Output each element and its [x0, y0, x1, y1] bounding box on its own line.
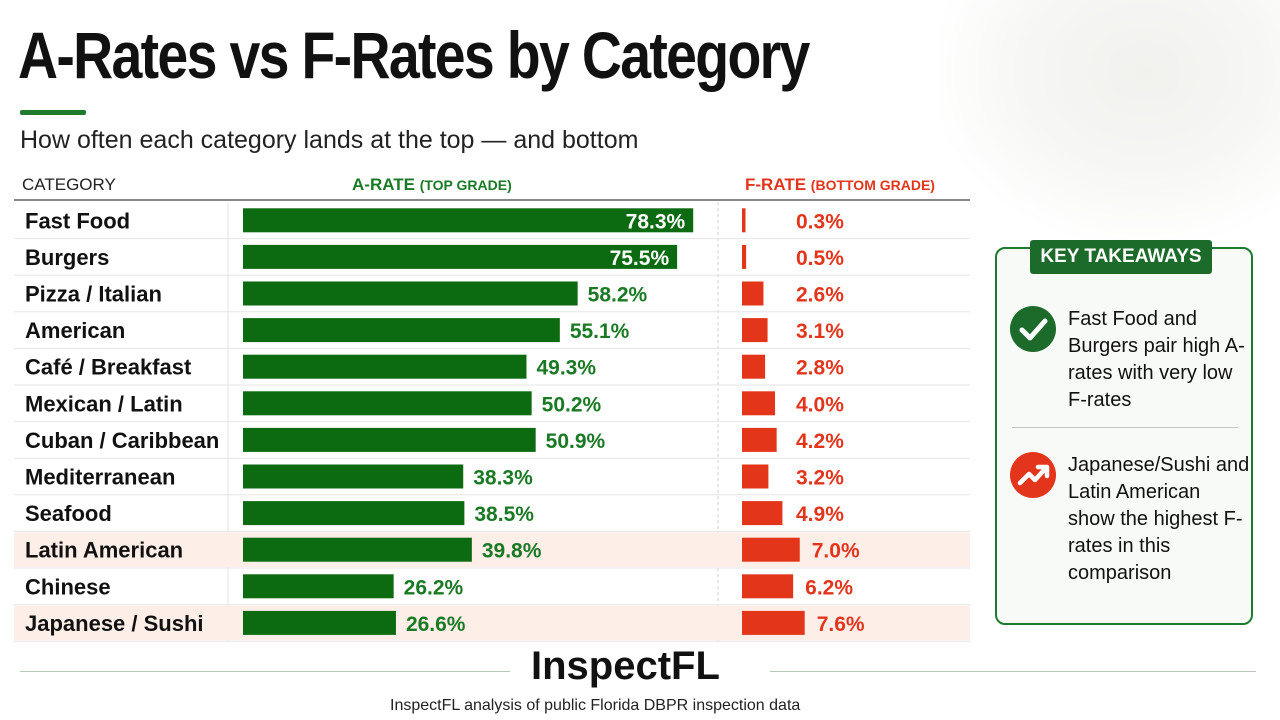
highlighted-row — [14, 605, 970, 641]
category-label: Mexican / Latin — [25, 391, 183, 416]
a-rate-bar — [243, 281, 578, 306]
title-accent-rule — [20, 110, 86, 115]
takeaway-text-1: Fast Food and Burgers pair high A-rates … — [1068, 308, 1245, 411]
column-header-a-rate: A-RATE (TOP GRADE) — [352, 174, 512, 196]
f-rate-value-label: 4.9% — [796, 503, 844, 526]
page-title: A-Rates vs F-Rates by Category — [18, 18, 810, 92]
f-rate-value-label: 6.2% — [805, 576, 853, 599]
f-rate-value-label: 7.0% — [812, 540, 860, 563]
f-rate-bar — [742, 208, 746, 233]
category-label: Latin American — [25, 538, 183, 563]
category-label: Fast Food — [25, 208, 130, 233]
a-rate-bar — [243, 354, 527, 379]
a-rate-value-label: 50.2% — [542, 393, 602, 416]
a-rate-value-label: 39.8% — [482, 540, 542, 563]
f-rate-header-note: (BOTTOM GRADE) — [810, 177, 935, 193]
f-rate-header-label: F-RATE — [745, 175, 807, 194]
a-rate-header-label: A-RATE — [352, 175, 415, 194]
f-rate-value-label: 0.5% — [796, 247, 844, 270]
a-rate-value-label: 55.1% — [570, 320, 630, 343]
footer-brand-logo: InspectFL — [531, 644, 720, 688]
f-rate-value-label: 2.6% — [796, 284, 844, 307]
category-label: Café / Breakfast — [25, 355, 192, 380]
f-rate-value-label: 4.0% — [796, 393, 844, 416]
a-rate-header-note: (TOP GRADE) — [419, 177, 512, 193]
takeaway-divider — [1012, 427, 1238, 428]
page-subtitle: How often each category lands at the top… — [20, 126, 639, 154]
f-rate-value-label: 4.2% — [796, 430, 844, 453]
a-rate-value-label: 58.2% — [588, 284, 648, 307]
f-rate-value-label: 2.8% — [796, 357, 844, 380]
f-rate-bar — [742, 318, 768, 343]
a-rate-bar — [243, 427, 536, 452]
a-rate-bar — [243, 244, 678, 269]
trend-up-icon — [1010, 452, 1056, 498]
f-rate-bar — [742, 610, 805, 635]
a-rate-bar — [243, 501, 465, 526]
f-rate-bar — [742, 244, 747, 269]
a-rate-value-label: 50.9% — [546, 430, 606, 453]
f-rate-value-label: 0.3% — [796, 210, 844, 233]
category-label: Burgers — [25, 245, 109, 270]
column-header-category: CATEGORY — [22, 175, 116, 194]
f-rate-bar — [742, 427, 777, 452]
a-rate-value-label: 49.3% — [536, 357, 596, 380]
f-rate-bar — [742, 391, 775, 416]
background-florida-map — [940, 0, 1280, 240]
a-rate-value-label: 38.5% — [474, 503, 534, 526]
checkmark-icon — [1010, 306, 1056, 352]
header-divider — [14, 199, 970, 201]
highlighted-row — [14, 532, 970, 567]
a-rate-value-label: 26.2% — [404, 576, 464, 599]
a-rate-bar — [243, 610, 396, 635]
f-rate-bar — [742, 354, 766, 379]
category-label: Mediterranean — [25, 465, 175, 490]
f-rate-value-label: 7.6% — [817, 613, 865, 636]
category-label: Seafood — [25, 501, 112, 526]
category-label: Japanese / Sushi — [25, 611, 204, 636]
category-label: Chinese — [25, 574, 111, 599]
f-rate-bar — [742, 464, 769, 489]
a-rate-value-label: 26.6% — [406, 613, 466, 636]
a-rate-bar — [243, 537, 472, 562]
a-rate-bar — [243, 208, 694, 233]
f-rate-bar — [742, 537, 800, 562]
key-takeaways-heading: KEY TAKEAWAYS — [1030, 240, 1212, 274]
footer-rule-right — [770, 671, 1256, 672]
a-rate-bar — [243, 574, 394, 599]
f-rate-bar — [742, 501, 783, 526]
category-label: American — [25, 318, 125, 343]
a-rate-value-label: 75.5% — [610, 247, 670, 270]
a-rate-value-label: 38.3% — [473, 467, 533, 490]
a-rate-bar — [243, 391, 532, 416]
a-rate-bar — [243, 318, 560, 343]
a-rate-bar — [243, 464, 464, 489]
f-rate-bar — [742, 281, 764, 306]
f-rate-value-label: 3.2% — [796, 467, 844, 490]
footer-source-note: InspectFL analysis of public Florida DBP… — [390, 697, 801, 714]
category-label: Pizza / Italian — [25, 282, 162, 307]
column-header-f-rate: F-RATE (BOTTOM GRADE) — [745, 174, 935, 196]
f-rate-value-label: 3.1% — [796, 320, 844, 343]
takeaway-text-2: Japanese/Sushi and Latin American show t… — [1068, 454, 1250, 584]
footer-rule-left — [20, 671, 510, 672]
f-rate-bar — [742, 574, 794, 599]
a-rate-value-label: 78.3% — [626, 210, 686, 233]
category-label: Cuban / Caribbean — [25, 428, 219, 453]
